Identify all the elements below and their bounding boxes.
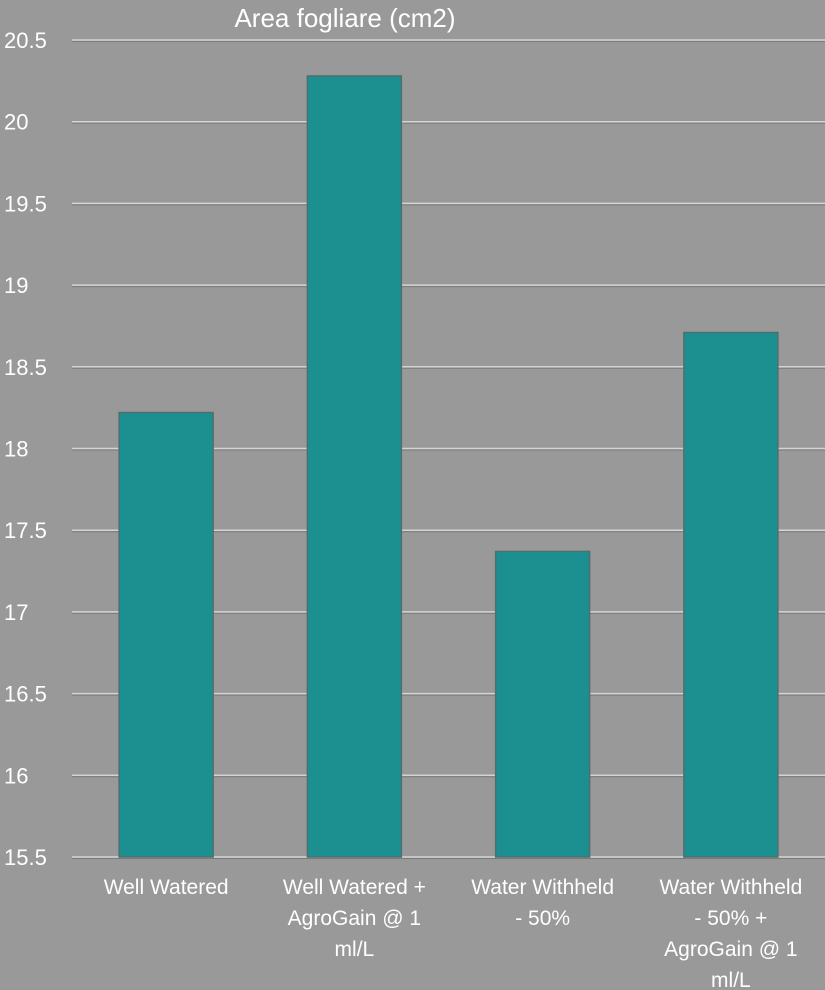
x-tick-label-line: Well Watered bbox=[104, 876, 229, 899]
bar bbox=[306, 75, 403, 858]
y-tick-label: 18 bbox=[4, 437, 28, 462]
x-tick-label-line: AgroGain @ 1 bbox=[664, 938, 797, 961]
y-tick-label: 19 bbox=[4, 273, 28, 298]
x-tick-label: Water Withheld - 50% + AgroGain @ 1 ml/L bbox=[659, 876, 802, 990]
chart-title: Area fogliare (cm2) bbox=[234, 3, 455, 33]
bar bbox=[494, 550, 591, 858]
x-tick-label-line: - 50% + bbox=[694, 907, 767, 930]
bar bbox=[118, 411, 214, 858]
x-tick-label: Well Watered bbox=[104, 876, 229, 899]
x-tick-label-line: Well Watered + bbox=[283, 876, 426, 899]
x-tick-label-line: ml/L bbox=[711, 969, 751, 990]
y-tick-label: 16 bbox=[4, 763, 28, 788]
y-tick-label: 20.5 bbox=[4, 28, 47, 53]
x-tick-label-line: Water Withheld bbox=[659, 876, 802, 899]
y-tick-label: 17 bbox=[4, 600, 28, 625]
y-tick-label: 17.5 bbox=[4, 518, 47, 543]
x-tick-label-line: - 50% bbox=[515, 907, 570, 930]
x-tick-label-line: Water Withheld bbox=[471, 876, 614, 899]
bar bbox=[683, 331, 779, 858]
bars bbox=[118, 75, 779, 858]
y-tick-label: 20 bbox=[4, 110, 28, 135]
x-tick-label: Water Withheld - 50% bbox=[471, 876, 614, 930]
x-tick-label-line: AgroGain @ 1 bbox=[288, 907, 421, 930]
y-axis-ticks: 15.5 16 16.5 17 17.5 18 18.5 19 19.5 20 20.5 bbox=[4, 28, 47, 870]
y-tick-label: 18.5 bbox=[4, 355, 47, 380]
x-axis-labels: Well Watered Well Watered + AgroGain @ 1 ml… bbox=[104, 876, 803, 990]
x-tick-label: Well Watered + AgroGain @ 1 ml/L bbox=[283, 876, 426, 961]
y-tick-label: 19.5 bbox=[4, 191, 47, 216]
y-tick-label: 16.5 bbox=[4, 682, 47, 707]
y-tick-label: 15.5 bbox=[4, 845, 47, 870]
x-tick-label-line: ml/L bbox=[335, 938, 375, 961]
